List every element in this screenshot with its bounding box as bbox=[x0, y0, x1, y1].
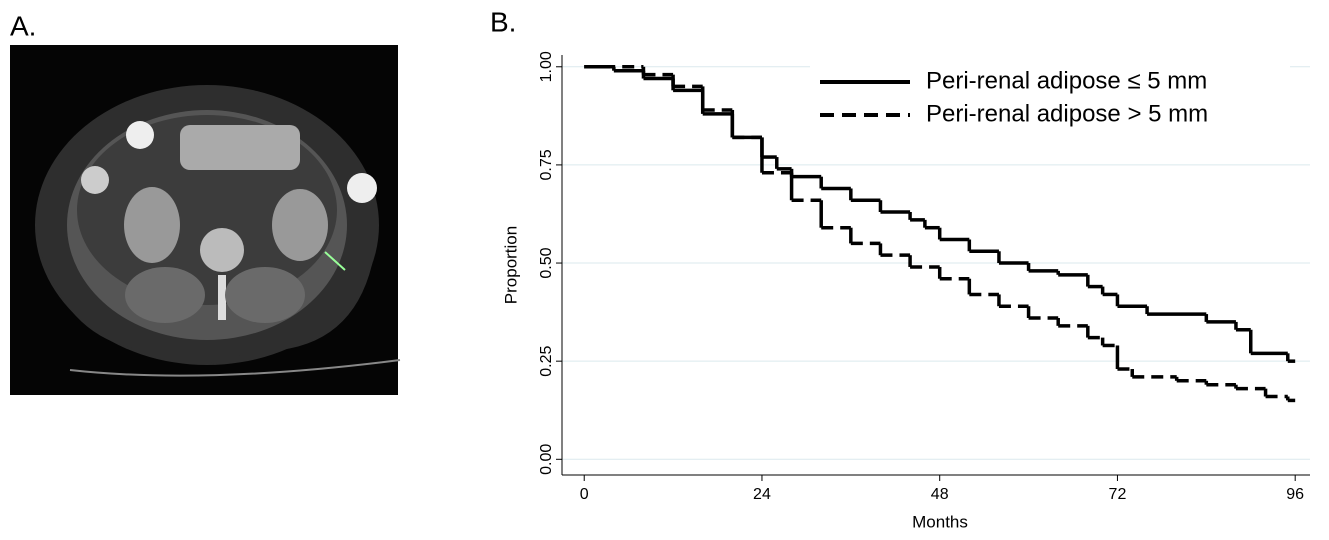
panel-label: B. bbox=[490, 6, 516, 37]
x-tick-label: 72 bbox=[1109, 486, 1127, 503]
y-tick-label: 0.75 bbox=[538, 149, 555, 180]
chart: Proportion Months 0.00 0.25 0.50 0.75 1.00 0 2… bbox=[501, 51, 1310, 531]
legend-label: Peri-renal adipose ≤ 5 mm bbox=[926, 67, 1207, 94]
legend-box bbox=[810, 62, 1290, 134]
y-tick-label: 1.00 bbox=[538, 51, 555, 82]
x-tick-label: 48 bbox=[931, 486, 949, 503]
x-tick-label: 24 bbox=[753, 486, 771, 503]
y-tick-label: 0.25 bbox=[538, 345, 555, 376]
x-axis-label: Months bbox=[912, 512, 968, 531]
x-tick-label: 96 bbox=[1286, 486, 1304, 503]
ct-image bbox=[10, 45, 401, 395]
y-tick-label: 0.00 bbox=[538, 444, 555, 475]
panel-label: A. bbox=[10, 10, 36, 41]
y-axis-label: Proportion bbox=[501, 226, 520, 304]
legend-label: Peri-renal adipose > 5 mm bbox=[926, 100, 1208, 127]
y-tick-label: 0.50 bbox=[538, 247, 555, 278]
x-tick-label: 0 bbox=[580, 486, 589, 503]
